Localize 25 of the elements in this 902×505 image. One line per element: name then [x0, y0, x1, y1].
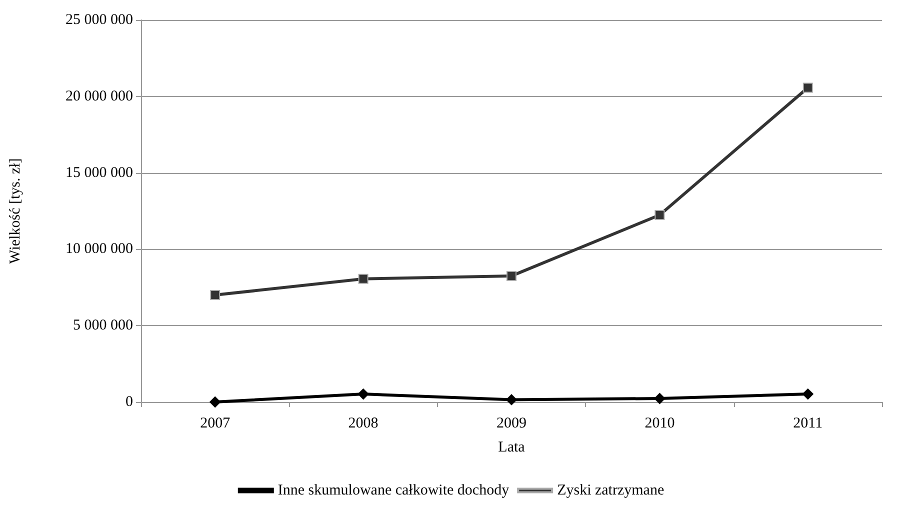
point	[654, 392, 666, 404]
legend-label: Inne skumulowane całkowite dochody	[278, 482, 510, 498]
point	[506, 394, 517, 406]
y-tick-label: 20 000 000	[66, 88, 133, 104]
y-tick-label: 25 000 000	[66, 12, 133, 28]
x-tick-label: 2008	[348, 416, 378, 432]
point	[802, 388, 814, 400]
x-tick-label: 2010	[644, 416, 675, 432]
point	[358, 388, 369, 400]
point	[210, 290, 220, 300]
x-tick-label: 2007	[200, 416, 231, 432]
y-tick-label: 0	[126, 394, 133, 410]
point	[654, 210, 665, 220]
y-tick-label: 10 000 000	[66, 241, 133, 258]
x-axis-title: Lata	[498, 440, 526, 456]
legend-label: Zyski zatrzymane	[557, 482, 664, 498]
x-tick-label: 2011	[793, 416, 823, 432]
point	[802, 82, 813, 93]
y-axis-title: Wielkość [tys. zł]	[8, 158, 24, 264]
x-tick-label: 2009	[496, 416, 526, 432]
point	[358, 274, 368, 284]
point	[210, 396, 221, 408]
point	[506, 270, 516, 281]
y-tick-label: 15 000 000	[66, 164, 133, 181]
y-tick-label: 5 000 000	[73, 318, 133, 334]
